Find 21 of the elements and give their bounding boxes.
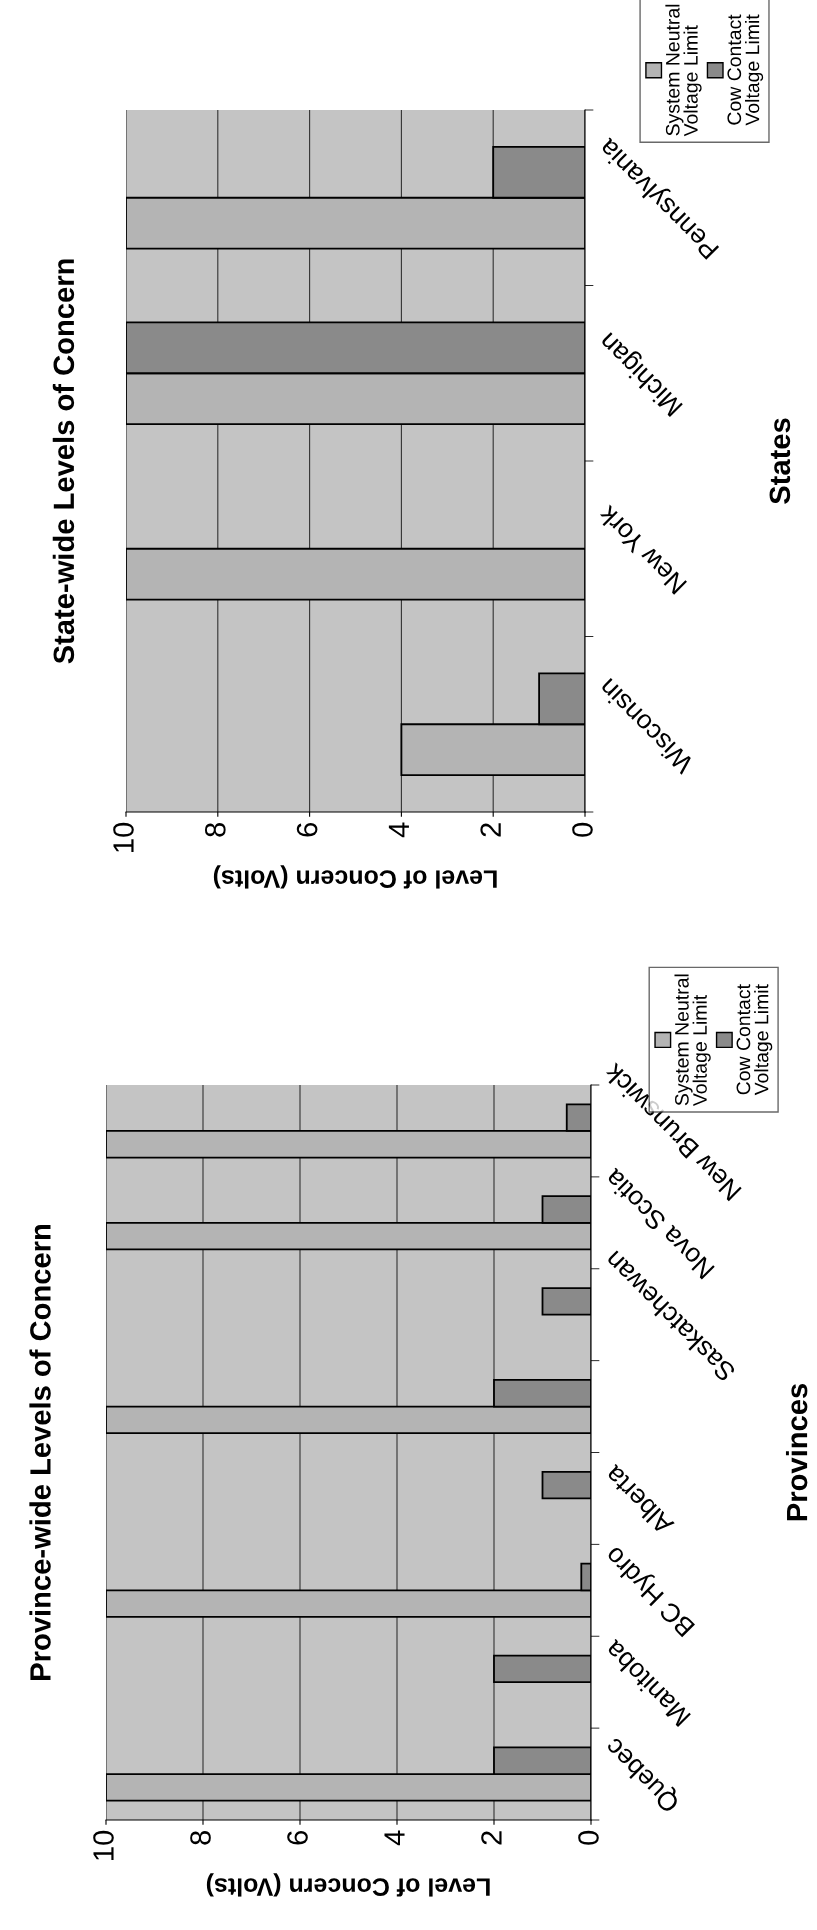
x-tick-label: 2 [480,823,501,837]
x-tick-label: 4 [388,822,409,838]
x-tick-label: 4 [384,1830,405,1846]
legend-label: Cow Contact Voltage Limit [727,14,764,126]
x-tick-label: 10 [93,1830,114,1860]
legend-label: System Neutral Voltage Limit [665,4,702,137]
y-axis-title: States [769,418,791,504]
legend-label: Cow Contact Voltage Limit [736,984,773,1096]
text: State-wide Levels of Concern [52,259,75,664]
text: Province-wide Levels of Concern [29,1224,51,1680]
x-tick-label: 0 [572,822,593,837]
x-tick-label: 8 [204,822,226,837]
x-axis-title: Level of Concern (Volts) [206,1873,490,1897]
x-tick-label: 10 [113,822,134,852]
x-tick-label: 6 [296,823,318,837]
x-tick-label: 0 [578,1830,599,1845]
x-tick-label: 2 [481,1831,502,1845]
x-axis-title: Level of Concern (Volts) [213,865,497,889]
x-tick-label: 8 [190,1830,211,1845]
x-tick-label: 6 [287,1831,308,1845]
y-axis-title: Provinces [785,1383,808,1521]
